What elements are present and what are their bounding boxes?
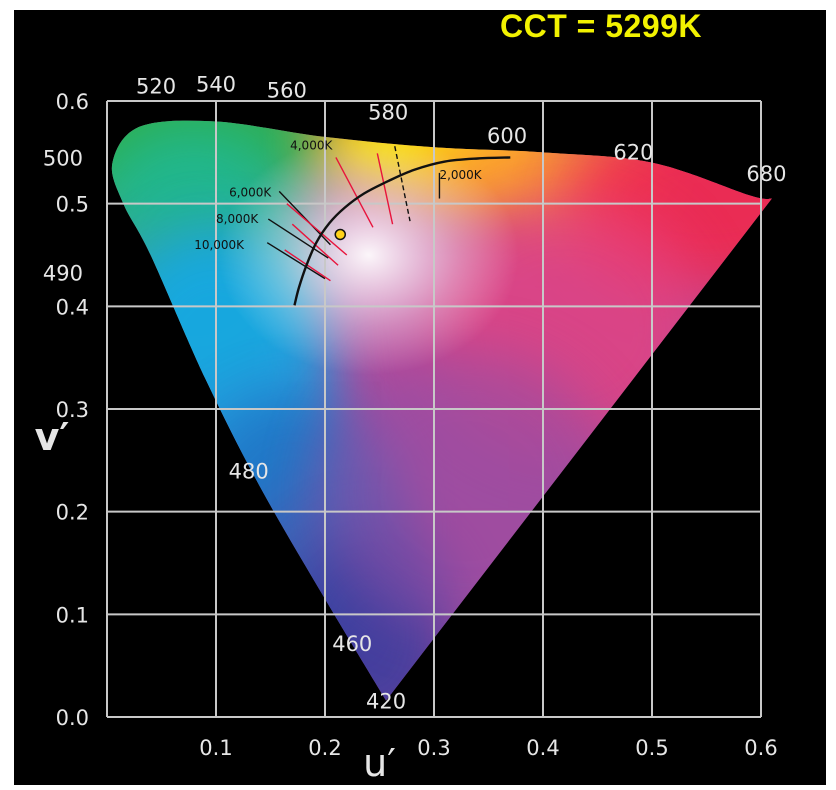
wavelength-label: 600 xyxy=(487,124,527,148)
y-tick-label: 0.2 xyxy=(56,501,89,525)
wavelength-label: 620 xyxy=(613,140,653,164)
white-region xyxy=(218,135,519,375)
y-tick-labels: 0.0 0.1 0.2 0.3 0.4 0.5 0.6 xyxy=(56,90,89,730)
chart-frame: 2,000K 4,000K 6,000K 8,000K 10,000K 420 460 48… xyxy=(14,10,826,785)
x-tick-label: 0.3 xyxy=(417,736,450,760)
wavelength-label: 480 xyxy=(229,460,269,484)
grid xyxy=(106,100,762,718)
isotherm-label: 2,000K xyxy=(439,168,482,182)
cie-uv-chart: 2,000K 4,000K 6,000K 8,000K 10,000K 420 460 48… xyxy=(35,73,787,785)
wavelength-label: 560 xyxy=(267,79,307,103)
wavelength-label: 520 xyxy=(136,75,176,99)
isotherm-line xyxy=(266,242,326,280)
wavelength-label: 490 xyxy=(43,261,83,285)
wavelength-label: 680 xyxy=(746,162,786,186)
y-tick-label: 0.3 xyxy=(56,398,89,422)
purple-region xyxy=(316,351,617,632)
wavelength-label: 420 xyxy=(366,690,406,714)
y-tick-label: 0.5 xyxy=(56,193,89,217)
planckian-locus xyxy=(293,156,511,306)
wavelength-label: 460 xyxy=(332,632,372,656)
isotherm-line xyxy=(278,190,331,246)
x-tick-label: 0.4 xyxy=(526,736,559,760)
cct-marker[interactable] xyxy=(334,228,347,241)
chart-title: CCT = 5299K xyxy=(500,10,703,44)
wavelength-label: 540 xyxy=(196,73,236,97)
y-tick-label: 0.4 xyxy=(56,295,89,319)
isotherm-line xyxy=(335,157,374,228)
x-tick-label: 0.2 xyxy=(308,736,341,760)
x-tick-label: 0.1 xyxy=(199,736,232,760)
x-tick-labels: 0.1 0.2 0.3 0.4 0.5 0.6 xyxy=(199,736,777,760)
y-tick-label: 0.6 xyxy=(56,90,89,114)
isotherm-label: 8,000K xyxy=(216,212,259,226)
isotherm-line xyxy=(286,203,348,256)
isotherm-line xyxy=(376,153,394,225)
wavelength-label: 500 xyxy=(43,146,83,170)
isotherm-line xyxy=(394,146,411,222)
y-axis-label: v′ xyxy=(35,415,70,459)
x-tick-label: 0.5 xyxy=(635,736,668,760)
isotherm-line xyxy=(267,218,329,259)
y-tick-label: 0.1 xyxy=(56,603,89,627)
x-axis-label: u′ xyxy=(363,741,396,785)
x-tick-label: 0.6 xyxy=(744,736,777,760)
isotherm-label: 6,000K xyxy=(229,185,272,199)
isotherm-label: 4,000K xyxy=(290,138,333,152)
isotherm-labels: 2,000K 4,000K 6,000K 8,000K 10,000K xyxy=(194,138,483,252)
isotherm-label: 10,000K xyxy=(194,238,245,252)
wavelength-labels: 420 460 480 490 500 520 540 560 580 600 620 680 xyxy=(43,73,787,714)
wavelength-label: 580 xyxy=(368,100,408,124)
y-tick-label: 0.0 xyxy=(56,706,89,730)
gamut-fill xyxy=(111,120,772,701)
